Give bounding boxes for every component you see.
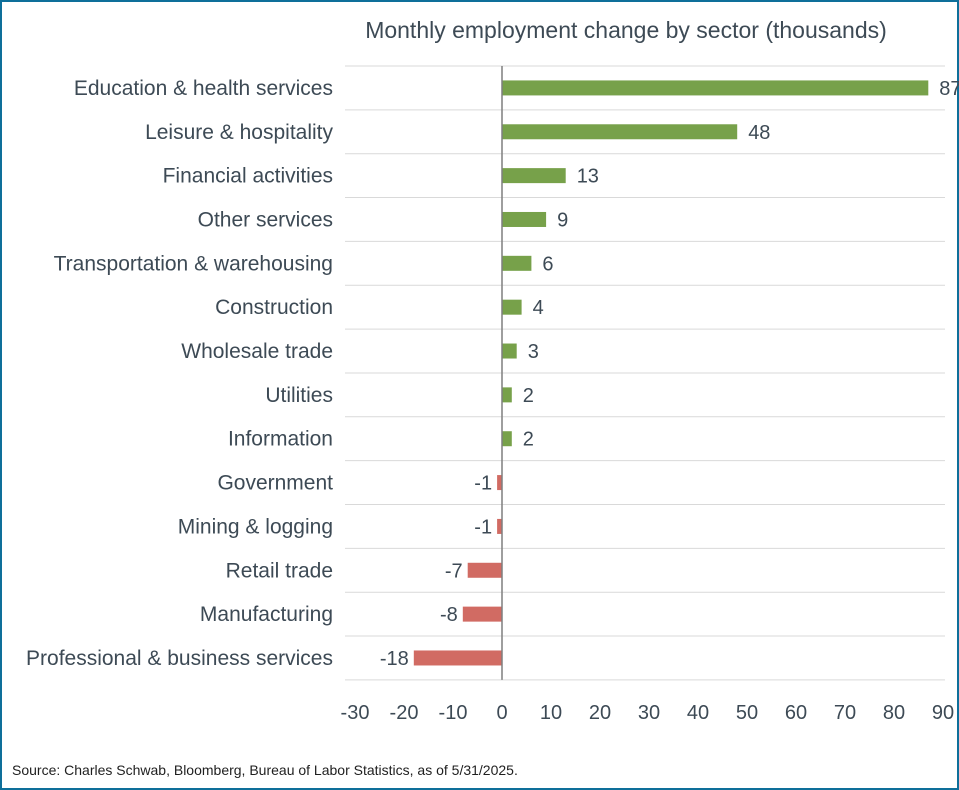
data-label: 2 xyxy=(523,429,534,451)
bar xyxy=(497,475,502,491)
data-label: -7 xyxy=(445,560,463,582)
data-label: 3 xyxy=(528,341,539,363)
bar xyxy=(413,650,502,666)
x-tick-label: 60 xyxy=(785,702,807,724)
bar xyxy=(502,80,929,96)
data-label: 87 xyxy=(939,78,959,100)
category-label: Professional & business services xyxy=(26,647,333,670)
bar xyxy=(502,299,522,315)
bar xyxy=(502,255,532,271)
category-label: Information xyxy=(228,428,333,451)
category-label: Government xyxy=(217,472,333,495)
bar xyxy=(502,431,512,447)
bar xyxy=(502,211,547,227)
x-tick-label: -20 xyxy=(390,702,419,724)
data-label: -18 xyxy=(380,648,409,670)
bar xyxy=(497,518,502,534)
data-label: 48 xyxy=(748,122,770,144)
bar xyxy=(502,168,566,184)
data-label: 13 xyxy=(577,166,599,188)
data-label: 2 xyxy=(523,385,534,407)
category-label: Wholesale trade xyxy=(181,340,333,363)
category-label: Education & health services xyxy=(74,77,333,100)
category-label: Retail trade xyxy=(226,559,333,582)
data-label: -8 xyxy=(440,604,458,626)
bar xyxy=(502,124,738,140)
category-label: Manufacturing xyxy=(200,603,333,626)
category-label: Transportation & warehousing xyxy=(54,252,333,275)
data-label: -1 xyxy=(474,516,492,538)
x-tick-label: -30 xyxy=(341,702,370,724)
category-label: Leisure & hospitality xyxy=(145,121,333,144)
x-tick-label: 30 xyxy=(638,702,660,724)
x-tick-label: 0 xyxy=(496,702,507,724)
x-tick-label: 40 xyxy=(687,702,709,724)
x-tick-label: 90 xyxy=(932,702,954,724)
bar xyxy=(502,343,517,359)
source-note: Source: Charles Schwab, Bloomberg, Burea… xyxy=(12,762,518,778)
x-tick-label: 20 xyxy=(589,702,611,724)
data-label: 4 xyxy=(533,297,544,319)
bar xyxy=(462,606,502,622)
x-tick-label: 70 xyxy=(834,702,856,724)
chart-title: Monthly employment change by sector (tho… xyxy=(365,17,887,43)
x-tick-label: -10 xyxy=(439,702,468,724)
category-label: Utilities xyxy=(265,384,333,407)
data-label: 6 xyxy=(542,253,553,275)
category-label: Other services xyxy=(198,208,333,231)
data-label: 9 xyxy=(557,209,568,231)
x-tick-label: 10 xyxy=(540,702,562,724)
category-label: Mining & logging xyxy=(178,515,333,538)
bar xyxy=(467,562,502,578)
x-tick-label: 50 xyxy=(736,702,758,724)
category-label: Construction xyxy=(215,296,333,319)
data-label: -1 xyxy=(474,473,492,495)
bar xyxy=(502,387,512,403)
category-label: Financial activities xyxy=(163,165,333,188)
x-tick-label: 80 xyxy=(883,702,905,724)
